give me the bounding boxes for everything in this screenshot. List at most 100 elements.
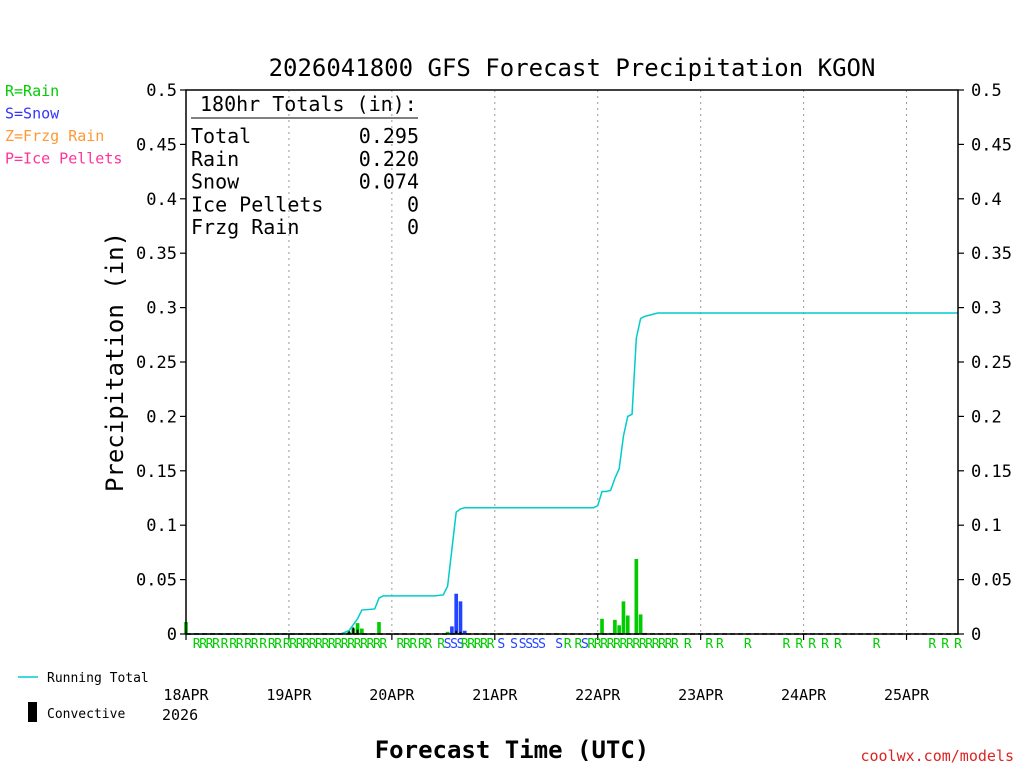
precip-type-letter: R	[274, 637, 282, 652]
y-axis-left: 0 0.05 0.1 0.15 0.2 0.25 0.3 0.35 0.4 0.45 0.5	[136, 81, 186, 645]
precip-type-letter: R	[309, 637, 317, 652]
totals-row-value: 0.295	[359, 124, 419, 148]
precip-type-letter: R	[671, 637, 679, 652]
precip-type-letter: R	[783, 637, 791, 652]
precip-type-letter: R	[626, 637, 634, 652]
x-tick-label: 18APR	[163, 686, 209, 704]
totals-row-label: Total	[191, 124, 251, 148]
convective-bars	[348, 627, 462, 634]
totals-row-value: 0	[407, 192, 419, 216]
convective-bar	[459, 631, 462, 634]
y-tick-label: 0.35	[136, 244, 177, 264]
precip-type-letter: R	[221, 637, 229, 652]
totals-box: 180hr Totals (in): Total 0.295 Rain 0.220 Sn…	[191, 92, 419, 239]
precip-type-letter: R	[684, 637, 692, 652]
totals-row-label: Snow	[191, 170, 240, 194]
totals-header: 180hr Totals (in):	[200, 92, 417, 116]
y-tick-label: 0.5	[971, 81, 1002, 101]
precip-type-letter: R	[607, 637, 615, 652]
precip-type-letter: R	[716, 637, 724, 652]
precip-type-letter: S	[581, 637, 589, 652]
y-tick-label: 0.1	[146, 516, 177, 536]
precip-type-letter: R	[658, 637, 666, 652]
precip-type-letter: S	[457, 637, 465, 652]
precip-type-letter: R	[206, 637, 214, 652]
precip-type-letter: R	[594, 637, 602, 652]
precip-type-letter: R	[487, 637, 495, 652]
totals-row-label: Ice Pellets	[191, 192, 323, 216]
y-tick-label: 0.3	[146, 299, 177, 319]
precip-type-letter: R	[334, 637, 342, 652]
precip-type-letter: S	[510, 637, 518, 652]
precip-type-letter: R	[296, 637, 304, 652]
precip-type-letter: R	[575, 637, 583, 652]
legend-line-label: Running Total	[47, 671, 149, 686]
precip-type-legend: R=Rain S=Snow Z=Frzg Rain P=Ice Pellets	[5, 82, 122, 168]
y-tick-label: 0.2	[146, 407, 177, 427]
precip-type-letter: R	[795, 637, 803, 652]
line-legend: Running Total Convective	[18, 671, 149, 722]
precip-type-letter: R	[645, 637, 653, 652]
precip-type-letter: R	[403, 637, 411, 652]
precip-bar	[634, 558, 639, 634]
chart-title: 2026041800 GFS Forecast Precipitation KG…	[269, 54, 876, 82]
x-tick-label: 19APR	[266, 686, 312, 704]
y-tick-label: 0.35	[971, 244, 1012, 264]
totals-row-label: Frzg Rain	[191, 215, 299, 239]
precip-type-letter: R	[321, 637, 329, 652]
precip-type-letter: R	[302, 637, 310, 652]
precip-bar	[458, 601, 463, 634]
precip-type-letter: S	[519, 637, 527, 652]
precip-type-letter: R	[193, 637, 201, 652]
precip-type-letter: R	[259, 637, 267, 652]
y-tick-label: 0.25	[136, 353, 177, 373]
x-tick-label: 21APR	[472, 686, 518, 704]
x-tick-label: 22APR	[575, 686, 621, 704]
precip-type-letter: R	[600, 637, 608, 652]
y-tick-label: 0.15	[136, 462, 177, 482]
y-tick-label: 0.3	[971, 299, 1002, 319]
legend-line-label: Convective	[47, 707, 125, 722]
precip-bar	[613, 619, 617, 634]
y-tick-label: 0	[167, 625, 177, 645]
precip-bar	[617, 625, 622, 634]
precip-type-letter: R	[587, 637, 595, 652]
x-tick-label: 24APR	[781, 686, 827, 704]
totals-row-label: Rain	[191, 147, 239, 171]
precip-type-letter: S	[555, 637, 563, 652]
y-tick-label: 0.4	[971, 190, 1002, 210]
convective-bar	[356, 629, 359, 634]
legend-type-item: S=Snow	[5, 105, 60, 123]
precip-type-letter: R	[613, 637, 621, 652]
x-tick-label: 20APR	[369, 686, 415, 704]
precip-type-letter: R	[251, 637, 259, 652]
precip-type-letter: R	[283, 637, 291, 652]
legend-type-item: Z=Frzg Rain	[5, 127, 104, 145]
precip-type-letter: R	[744, 637, 752, 652]
precip-type-letter: S	[525, 637, 533, 652]
precip-type-letter: R	[873, 637, 881, 652]
y-axis-right: 0 0.05 0.1 0.15 0.2 0.25 0.3 0.35 0.4 0.45 0.5	[958, 81, 1012, 645]
y-tick-label: 0.05	[971, 571, 1012, 591]
precip-type-letter: R	[367, 637, 375, 652]
precip-type-letter: S	[497, 637, 505, 652]
y-tick-label: 0.15	[971, 462, 1012, 482]
year-label: 2026	[162, 706, 198, 724]
precip-type-letter: R	[199, 637, 207, 652]
precip-type-letter: R	[236, 637, 244, 652]
precip-type-letter: R	[632, 637, 640, 652]
precip-type-letter: S	[444, 637, 452, 652]
y-axis-title: Precipitation (in)	[101, 232, 129, 492]
x-tick-label: 25APR	[884, 686, 930, 704]
precip-type-letter: S	[450, 637, 458, 652]
precip-type-letter: R	[808, 637, 816, 652]
credit-text: coolwx.com/models	[860, 747, 1014, 765]
precip-bar	[462, 630, 467, 634]
legend-type-item: R=Rain	[5, 82, 59, 100]
grid-lines	[288, 90, 908, 634]
totals-row-value: 0.220	[359, 147, 419, 171]
precip-bar	[377, 622, 381, 634]
precip-type-letter: R	[244, 637, 252, 652]
precip-type-letter: S	[532, 637, 540, 652]
